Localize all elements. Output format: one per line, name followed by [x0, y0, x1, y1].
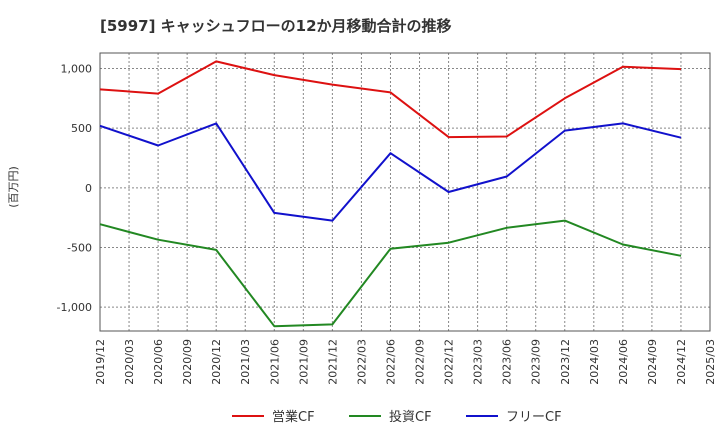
x-tick-label: 2022/09 [414, 339, 427, 385]
y-tick-label: 500 [71, 122, 92, 135]
series-line-フリーCF [99, 122, 682, 222]
x-tick-label: 2020/09 [181, 339, 194, 385]
x-tick-label: 2022/06 [384, 339, 397, 385]
x-tick-label: 2025/03 [704, 339, 717, 385]
x-tick-label: 2021/06 [268, 339, 281, 385]
x-tick-label: 2023/03 [472, 339, 485, 385]
x-tick-label: 2020/12 [210, 339, 223, 385]
legend: 営業CF 投資CF フリーCF [232, 409, 562, 425]
grid-lines [100, 53, 710, 331]
x-tick-label: 2024/03 [588, 339, 601, 385]
x-tick-label: 2024/12 [675, 339, 688, 385]
chart-title: [5997] キャッシュフローの12か月移動合計の推移 [100, 17, 452, 35]
x-tick-label: 2021/12 [326, 339, 339, 385]
y-tick-label: -1,000 [57, 301, 92, 314]
x-tick-label: 2020/03 [123, 339, 136, 385]
y-axis-ticks: 1,000 500 0 -500 -1,000 [57, 63, 92, 315]
x-tick-label: 2024/09 [646, 339, 659, 385]
x-tick-label: 2021/03 [239, 339, 252, 385]
series-line-投資CF [99, 219, 682, 328]
x-tick-label: 2022/12 [443, 339, 456, 385]
series-lines [99, 60, 682, 328]
x-tick-label: 2021/09 [297, 339, 310, 385]
x-tick-label: 2022/03 [355, 339, 368, 385]
x-axis-ticks: 2019/12 2020/03 2020/06 2020/09 2020/12 2021/… [94, 339, 717, 385]
y-tick-label: -500 [67, 241, 92, 254]
y-axis-label: (百万円) [7, 166, 20, 208]
legend-label: 営業CF [272, 409, 315, 425]
x-tick-label: 2023/09 [530, 339, 543, 385]
plot-area [99, 52, 711, 332]
x-tick-label: 2019/12 [94, 339, 107, 385]
y-tick-label: 0 [85, 182, 92, 195]
x-tick-label: 2023/06 [501, 339, 514, 385]
x-tick-label: 2023/12 [559, 339, 572, 385]
legend-label: フリーCF [506, 410, 562, 425]
series-line-営業CF [99, 60, 682, 139]
x-tick-label: 2020/06 [152, 339, 165, 385]
y-tick-label: 1,000 [61, 63, 93, 76]
legend-label: 投資CF [389, 409, 432, 425]
x-tick-label: 2024/06 [617, 339, 630, 385]
